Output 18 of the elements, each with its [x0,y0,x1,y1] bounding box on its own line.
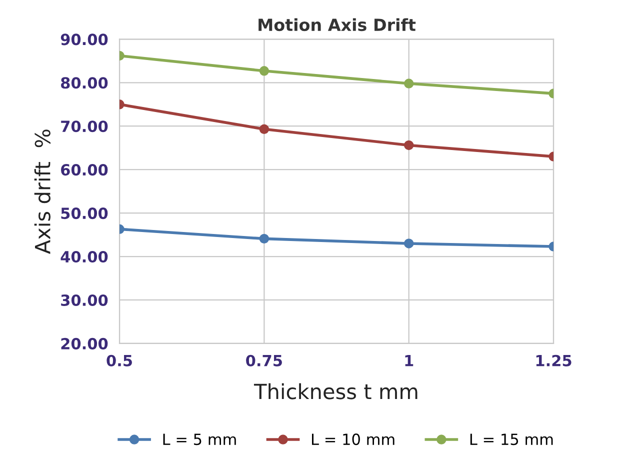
legend-label: L = 10 mm [312,434,394,446]
y-tick-label: 90.00 [60,34,108,46]
y-tick-label: 30.00 [61,294,108,306]
y-tick-label: 70.00 [61,120,108,132]
y-axis-title: Axis drift % [34,130,50,254]
x-tick-label: 0.75 [246,354,282,366]
y-tick-label: 60.00 [61,164,108,176]
x-tick-label: 1 [405,355,414,366]
legend-label: L = 5 mm [163,434,236,446]
y-tick-label: 20.00 [61,338,108,350]
x-tick-label: 0.5 [106,354,132,366]
x-axis-title: Thickness t mm [254,383,418,400]
y-tick-label: 80.00 [61,77,108,89]
legend-label: L = 15 mm [470,434,553,446]
chart-title: Motion Axis Drift [258,18,416,32]
x-tick-label: 1.25 [536,354,572,366]
y-tick-label: 50.00 [61,208,108,220]
y-tick-label: 40.00 [60,250,108,263]
